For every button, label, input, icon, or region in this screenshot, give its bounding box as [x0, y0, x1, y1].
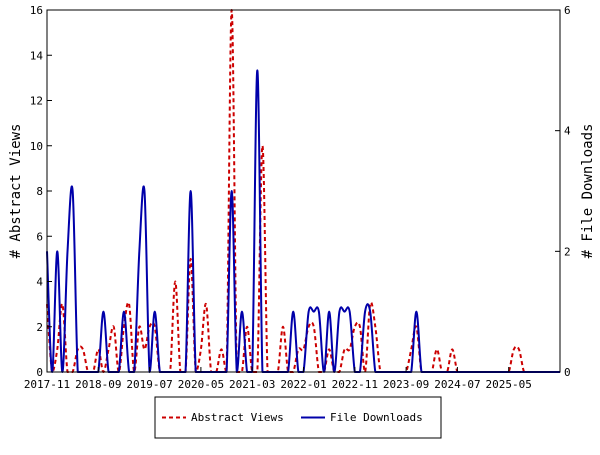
legend-label-file-downloads: File Downloads — [330, 411, 423, 424]
data-point-abstract-views — [82, 349, 83, 350]
data-point-file-downloads — [364, 311, 365, 312]
data-point-abstract-views — [57, 349, 58, 350]
data-point-abstract-views — [205, 304, 206, 305]
left-y-tick-label: 14 — [30, 49, 44, 62]
x-tick-label: 2025-05 — [486, 378, 532, 391]
data-point-abstract-views — [200, 349, 201, 350]
data-point-abstract-views — [298, 349, 299, 350]
data-point-abstract-views — [370, 304, 371, 305]
data-point-abstract-views — [262, 145, 263, 146]
x-tick-label: 2019-07 — [126, 378, 172, 391]
data-point-file-downloads — [67, 251, 68, 252]
left-y-tick-label: 16 — [30, 4, 43, 17]
right-y-tick-label: 4 — [564, 125, 571, 138]
data-point-abstract-views — [313, 326, 314, 327]
data-point-abstract-views — [128, 304, 129, 305]
x-tick-label: 2022-11 — [332, 378, 378, 391]
data-point-abstract-views — [436, 349, 437, 350]
left-y-tick-label: 6 — [36, 230, 43, 243]
right-y-tick-label: 6 — [564, 4, 571, 17]
legend-box — [154, 396, 442, 439]
legend: Abstract Views File Downloads — [154, 396, 442, 439]
x-tick-label: 2020-05 — [178, 378, 224, 391]
data-point-abstract-views — [303, 349, 304, 350]
data-point-file-downloads — [123, 311, 124, 312]
data-point-file-downloads — [144, 190, 145, 191]
data-point-abstract-views — [154, 326, 155, 327]
data-point-file-downloads — [349, 311, 350, 312]
data-point-abstract-views — [62, 304, 63, 305]
data-point-abstract-views — [190, 258, 191, 259]
right-y-tick-label: 0 — [564, 366, 571, 379]
left-y-tick-label: 0 — [36, 366, 43, 379]
right-y-tick-label: 2 — [564, 245, 571, 258]
left-y-tick-label: 4 — [36, 276, 43, 289]
data-point-abstract-views — [149, 326, 150, 327]
data-point-file-downloads — [370, 311, 371, 312]
data-point-file-downloads — [313, 311, 314, 312]
right-axis-title: # File Downloads — [580, 124, 596, 259]
data-point-file-downloads — [339, 311, 340, 312]
left-axis-title: # Abstract Views — [8, 124, 24, 259]
data-point-file-downloads — [57, 251, 58, 252]
data-point-file-downloads — [308, 311, 309, 312]
data-point-abstract-views — [452, 349, 453, 350]
data-point-abstract-views — [221, 349, 222, 350]
data-point-abstract-views — [113, 326, 114, 327]
left-y-tick-label: 2 — [36, 321, 43, 334]
data-point-file-downloads — [139, 251, 140, 252]
x-tick-label: 2017-11 — [24, 378, 70, 391]
data-point-file-downloads — [318, 311, 319, 312]
x-tick-label: 2024-07 — [434, 378, 480, 391]
data-point-file-downloads — [103, 311, 104, 312]
data-point-file-downloads — [344, 311, 345, 312]
data-point-file-downloads — [190, 190, 191, 191]
data-point-abstract-views — [513, 349, 514, 350]
left-y-tick-label: 8 — [36, 185, 43, 198]
x-tick-label: 2022-01 — [280, 378, 326, 391]
data-point-file-downloads — [293, 311, 294, 312]
data-point-abstract-views — [344, 349, 345, 350]
x-tick-label: 2023-09 — [383, 378, 429, 391]
data-point-abstract-views — [308, 326, 309, 327]
data-point-abstract-views — [416, 326, 417, 327]
left-y-tick-label: 12 — [30, 95, 43, 108]
data-point-abstract-views — [246, 326, 247, 327]
data-point-abstract-views — [282, 326, 283, 327]
series-line-abstract-views — [46, 9, 560, 373]
data-point-file-downloads — [231, 190, 232, 191]
x-tick-label: 2021-03 — [229, 378, 275, 391]
data-point-abstract-views — [349, 349, 350, 350]
data-point-file-downloads — [257, 70, 258, 71]
data-point-abstract-views — [329, 349, 330, 350]
data-point-abstract-views — [98, 349, 99, 350]
plot-frame — [46, 9, 561, 373]
data-point-abstract-views — [518, 349, 519, 350]
data-point-abstract-views — [375, 326, 376, 327]
legend-label-abstract-views: Abstract Views — [191, 411, 284, 424]
data-point-abstract-views — [108, 349, 109, 350]
data-point-file-downloads — [72, 190, 73, 191]
data-point-abstract-views — [123, 326, 124, 327]
data-point-abstract-views — [411, 349, 412, 350]
left-y-tick-label: 10 — [30, 140, 43, 153]
data-point-abstract-views — [354, 326, 355, 327]
data-point-abstract-views — [144, 349, 145, 350]
data-point-file-downloads — [329, 311, 330, 312]
data-point-file-downloads — [416, 311, 417, 312]
data-point-abstract-views — [175, 281, 176, 282]
x-tick-label: 2018-09 — [75, 378, 121, 391]
data-point-abstract-views — [139, 326, 140, 327]
data-point-abstract-views — [359, 326, 360, 327]
data-point-file-downloads — [241, 311, 242, 312]
data-point-file-downloads — [154, 311, 155, 312]
